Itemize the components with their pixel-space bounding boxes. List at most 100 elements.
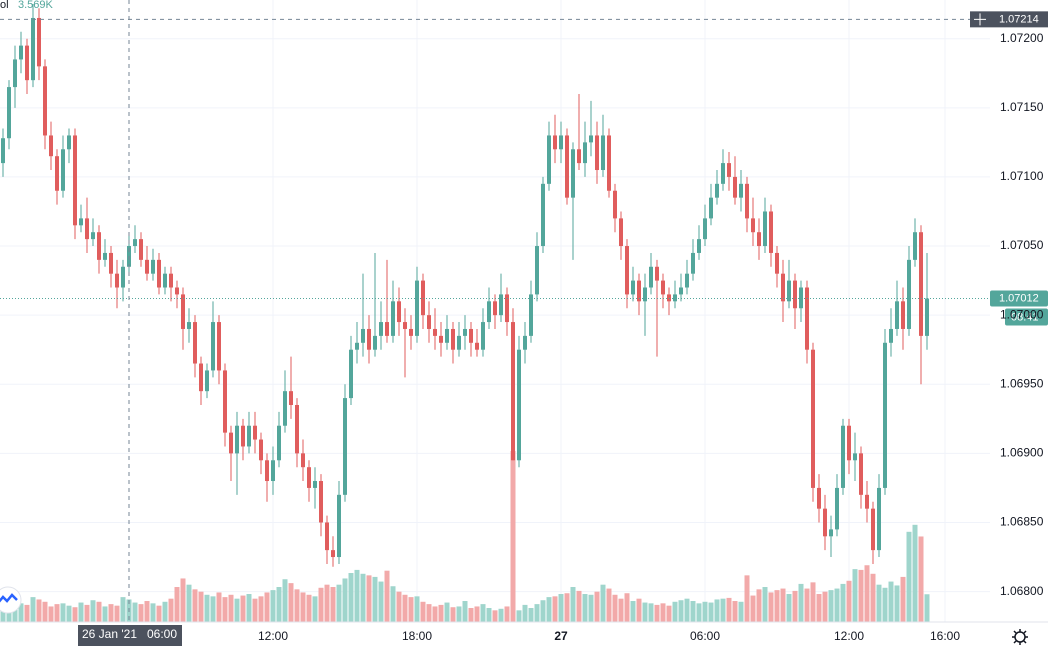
candle-body (697, 239, 701, 253)
volume-bar (54, 604, 60, 622)
candle-body (133, 239, 137, 247)
volume-bar (468, 608, 474, 622)
volume-bar (924, 594, 930, 622)
candle-body (547, 135, 551, 184)
x-tick-label: 06:00 (690, 629, 720, 643)
volume-bar (792, 590, 798, 622)
volume-bar (240, 595, 246, 622)
candle-body (409, 328, 413, 336)
volume-bar (42, 601, 48, 622)
volume-bar (714, 599, 720, 622)
candle-body (829, 529, 833, 537)
candle-body (559, 135, 563, 150)
volume-bar (336, 584, 342, 622)
candle-body (139, 239, 143, 260)
volume-bar (384, 570, 390, 622)
candle-body (523, 335, 527, 350)
candle-body (67, 135, 71, 150)
volume-bar (414, 596, 420, 622)
candle-body (13, 59, 17, 88)
candle-body (121, 266, 125, 288)
volume-bar (816, 594, 822, 622)
volume-bar (156, 605, 162, 622)
volume-bar (192, 589, 198, 622)
volume-bar (204, 594, 210, 622)
legend-name: ol (0, 0, 9, 11)
candle-body (643, 287, 647, 302)
candle-body (181, 294, 185, 329)
candle-body (25, 45, 29, 81)
volume-bar (750, 595, 756, 622)
volume-bar (570, 587, 576, 622)
candle-body (691, 252, 695, 274)
volume-bar (312, 596, 318, 622)
volume-bar (438, 604, 444, 622)
volume-bar (450, 607, 456, 622)
volume-bar (360, 573, 366, 622)
candle-body (517, 349, 521, 461)
candle-body (289, 391, 293, 405)
volume-bar (264, 592, 270, 622)
volume-bar (648, 603, 654, 622)
volume-bar (672, 601, 678, 622)
volume-bar (168, 598, 174, 622)
candle-body (769, 211, 773, 253)
volume-bar (234, 598, 240, 622)
candle-body (115, 273, 119, 288)
volume-bar (306, 594, 312, 622)
volume-bar (864, 565, 870, 622)
candle-body (343, 398, 347, 495)
volume-bar (720, 598, 726, 622)
candle-body (457, 335, 461, 350)
volume-bar (24, 604, 30, 622)
candle-body (817, 487, 821, 509)
candle-body (253, 425, 257, 440)
candle-body (601, 135, 605, 171)
volume-bar (30, 597, 36, 622)
volume-bar (18, 603, 24, 622)
candle-body (355, 342, 359, 350)
candle-body (613, 190, 617, 219)
volume-bar (732, 601, 738, 622)
volume-bar (768, 592, 774, 622)
volume-bar (252, 598, 258, 622)
volume-bar (342, 578, 348, 622)
candle-body (175, 287, 179, 295)
candle-body (853, 453, 857, 461)
volume-bar (600, 584, 606, 622)
candle-body (823, 508, 827, 537)
candle-body (361, 328, 365, 343)
settings-icon[interactable] (1012, 629, 1028, 645)
volume-bar (480, 604, 486, 622)
candle-body (439, 335, 443, 343)
candle-body (313, 481, 317, 488)
candle-body (571, 149, 575, 198)
volume-bar (228, 594, 234, 622)
candles (1, 4, 929, 567)
candle-body (397, 301, 401, 323)
candle-body (775, 252, 779, 274)
logo[interactable] (0, 586, 22, 614)
candle-body (625, 246, 629, 295)
volume-bar (654, 604, 660, 622)
volume-bar (882, 587, 888, 622)
volume-bar (900, 576, 906, 622)
volume-bar (840, 583, 846, 622)
volume-bar (444, 602, 450, 622)
logo-icon (0, 593, 18, 603)
candle-body (607, 135, 611, 191)
candle-body (901, 301, 905, 329)
candle-body (325, 522, 329, 551)
candle-body (877, 487, 881, 551)
volume-bar (90, 600, 96, 622)
candle-body (109, 252, 113, 274)
volume-bar (504, 606, 510, 622)
volume-bar (636, 598, 642, 622)
volume-bar (36, 599, 42, 622)
x-tick-label: 16:00 (930, 629, 960, 643)
crosshair-time-tag (78, 625, 182, 646)
volume-bar (276, 587, 282, 622)
candle-body (673, 294, 677, 302)
